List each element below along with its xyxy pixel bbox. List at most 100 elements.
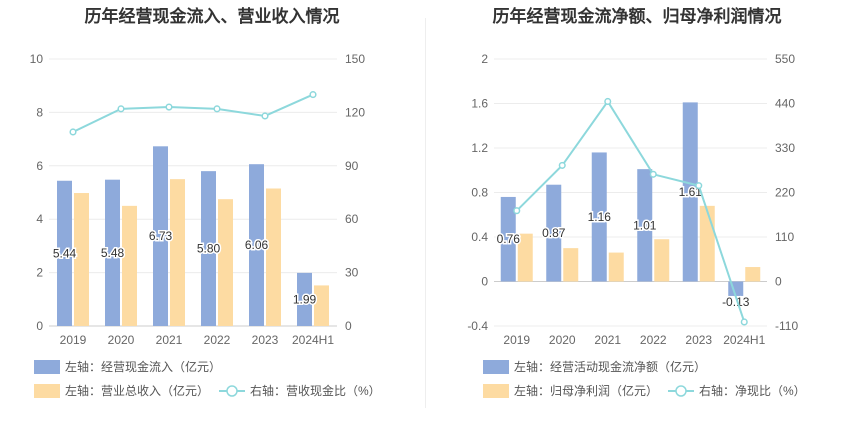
ratio-point [309,91,317,99]
bar-series1 [105,179,120,326]
chart-title: 历年经营现金流入、营业收入情况 [85,6,340,26]
y-left-tick-label: 1.6 [471,97,488,111]
x-tick-label: 2022 [204,333,231,347]
y-left-tick-label: 0.8 [471,186,488,200]
y-right-tick-label: -110 [775,319,798,333]
ratio-point [261,112,269,120]
bar-label-halo: 0.87 [542,226,566,240]
bar-value-label: 1.01 [633,218,657,232]
bar-series1 [682,102,698,282]
ratio-line [72,93,314,133]
x-tick-label: 2021 [594,333,621,347]
x-tick-label: 2023 [685,333,712,347]
bar-value-label: 5.48 [101,246,125,260]
legend-label: 右轴：净现比（%） [699,383,806,398]
cash-inflow-revenue-chart: 历年经营现金流入、营业收入情况 0 2 4 6 8 10 0 30 60 90 120 150 2019 5… [30,6,381,398]
bar-value-label: 6.73 [149,229,173,243]
x-tick-label: 2020 [108,333,135,347]
y-left-tick-label: 2 [36,266,43,280]
bar-series2 [266,188,281,326]
ratio-point [69,128,77,136]
y-right-tick-label: 0 [345,319,352,333]
y-left-tick-label: 0 [481,275,488,289]
x-tick-label: 2024H1 [723,333,765,347]
bar-value-label: 1.16 [588,210,612,224]
y-left-tick-label: 6 [36,159,43,173]
ratio-point [695,182,703,190]
y-right-tick-label: 220 [775,186,795,200]
ratio-point [513,207,521,215]
y-left-tick-label: 8 [36,105,43,119]
y-right-tick-label: 110 [775,230,794,244]
bar-series1 [153,146,168,326]
bar-label-halo: 0.76 [497,232,521,246]
bar-series1 [297,272,312,326]
net-cashflow-profit-chart: 历年经营现金流净额、归母净利润情况 -0.4 0 0.4 0.8 1.2 1.6 2 -110 0… [467,6,806,398]
chart-panel-left: 历年经营现金流入、营业收入情况 0 2 4 6 8 10 0 30 60 90 120 150 2019 5… [0,0,425,437]
bar-series2 [170,179,185,326]
ratio-line [516,99,746,323]
legend-swatch-bar [483,384,509,398]
y-right-tick-label: 60 [345,212,359,226]
legend-label: 左轴：归母净利润（亿元） [514,383,658,398]
bar-series1 [57,180,72,326]
y-right-tick-label: 150 [345,52,365,66]
bar-label-halo: 1.99 [293,292,317,306]
bar-series2 [699,205,715,282]
y-left-tick-label: 4 [36,212,43,226]
bar-label-halo: 1.61 [679,185,703,199]
legend-label: 左轴：经营现金流入（亿元） [65,359,221,374]
legend-swatch-bar [34,360,60,374]
y-left-tick-label: 10 [30,52,44,66]
bar-series2 [608,252,624,282]
chart-title: 历年经营现金流净额、归母净利润情况 [493,6,782,26]
bar-series1 [637,169,653,282]
chart-panel-right: 历年经营现金流净额、归母净利润情况 -0.4 0 0.4 0.8 1.2 1.6 2 -110 0… [425,0,850,437]
x-tick-label: 2024H1 [292,333,334,347]
bar-series2 [314,285,329,326]
bar-series2 [122,205,137,326]
bar-series2 [517,233,533,282]
y-left-tick-label: -0.4 [467,319,488,333]
bar-series1 [546,184,562,282]
bar-label-halo: 5.48 [101,246,125,260]
bar-label-halo: 6.73 [149,229,173,243]
bar-value-label: 6.06 [245,238,269,252]
legend-label: 左轴：营业总收入（亿元） [65,383,209,398]
bar-series1 [591,152,607,282]
bar-series2 [745,267,761,282]
ratio-point [604,97,612,106]
bar-value-label: -0.13 [722,295,750,309]
x-tick-label: 2022 [640,333,667,347]
bar-value-label: 5.80 [197,242,221,256]
bar-label-halo: 6.06 [245,238,269,252]
bar-label-halo: -0.13 [722,295,750,309]
x-tick-label: 2019 [60,333,87,347]
bar-label-halo: 1.16 [588,210,612,224]
bar-label-halo: 5.44 [53,246,77,260]
ratio-point [165,103,173,111]
y-left-tick-label: 0 [36,319,43,333]
y-right-tick-label: 550 [775,52,795,66]
ratio-point [117,105,125,113]
bar-label-halo: 1.01 [633,218,657,232]
x-tick-label: 2019 [503,333,530,347]
legend-swatch-marker [226,385,238,397]
bar-value-label: 0.76 [497,232,521,246]
x-tick-label: 2021 [156,333,183,347]
ratio-point [213,105,221,113]
legend-swatch-bar [34,384,60,398]
bar-value-label: 0.87 [542,226,566,240]
bar-series1 [500,196,516,282]
panel-divider [425,18,426,408]
legend-swatch-marker [675,385,687,397]
x-tick-label: 2023 [252,333,279,347]
x-tick-label: 2020 [549,333,576,347]
y-right-tick-label: 440 [775,97,795,111]
bar-value-label: 1.61 [679,185,703,199]
bar-series2 [654,239,670,282]
y-left-tick-label: 2 [481,52,488,66]
bar-series1 [249,164,264,326]
bar-value-label: 1.99 [293,292,317,306]
legend-label: 右轴：营收现金比（%） [250,383,381,398]
